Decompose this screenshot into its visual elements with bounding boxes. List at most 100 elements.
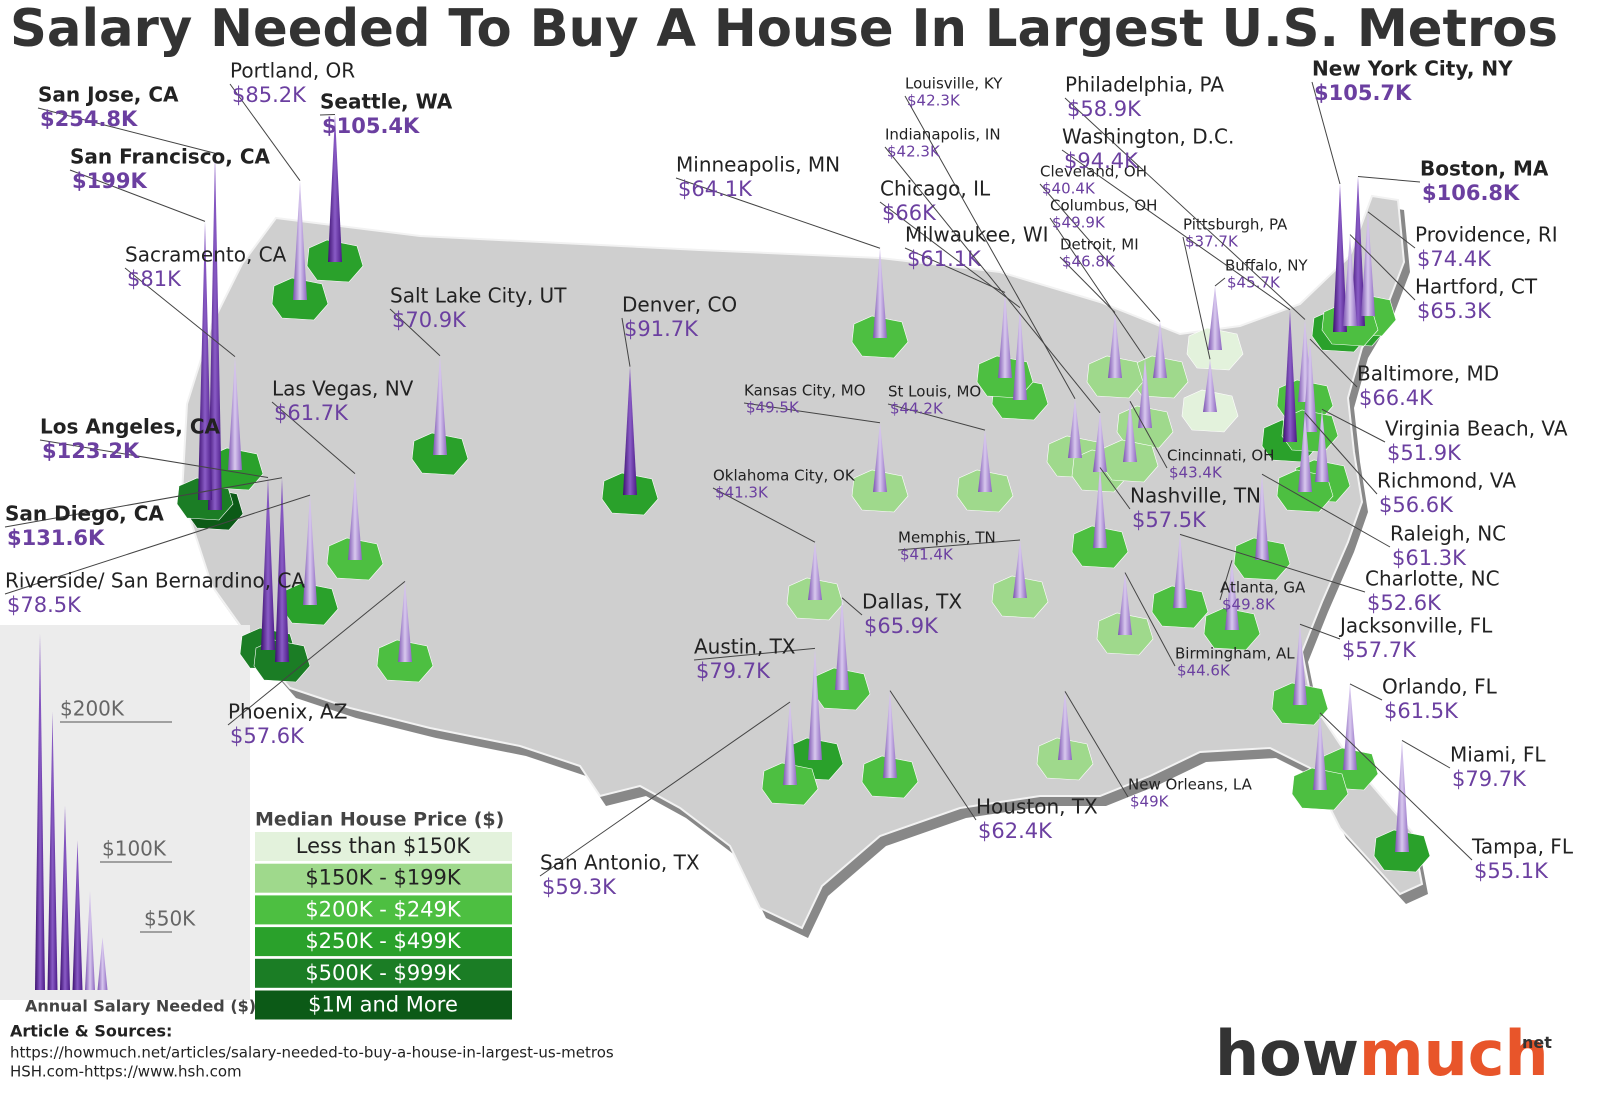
metro-salary: $58.9K [1067,97,1142,121]
salary-spike [1013,540,1027,598]
metro-name: Birmingham, AL [1175,645,1295,663]
metro-name: Kansas City, MO [744,382,866,400]
salary-spike [208,153,222,510]
leader-line [4,494,311,595]
metro-label: San Antonio, TX$59.3K [540,851,700,900]
scale-spike [47,711,58,990]
metro-salary: $254.8K [40,107,138,131]
legend-swatch [255,927,512,957]
metro-label: Buffalo, NY$45.7K [1225,257,1308,292]
metro-name: Pittsburgh, PA [1183,216,1288,234]
salary-spike [198,221,212,500]
salary-spike [398,581,412,662]
salary-spike [303,495,317,605]
leader-line [1064,691,1129,798]
metro-label: Minneapolis, MN$64.1K [676,153,840,202]
leader-line [389,308,441,357]
leader-line [539,701,791,877]
legend-label: $150K - $199K [305,866,462,890]
legend-swatch [255,990,512,1020]
salary-spike [1343,234,1357,326]
metro-name: Richmond, VA [1377,469,1516,493]
leader-line [1039,183,1161,322]
metro-name: Denver, CO [622,293,737,317]
metro-salary: $42.3K [907,92,961,110]
metro-label: Seattle, WA$105.4K [320,90,453,139]
metro-name: San Francisco, CA [70,145,271,169]
leader-line [887,403,986,431]
metro-label: Sacramento, CA$81K [125,243,287,292]
leader-line [1261,473,1391,548]
metro-salary: $61.1K [907,247,982,271]
metro-label: Riverside/ San Bernardino, CA$78.5K [5,569,305,618]
metro-salary: $42.3K [887,143,941,161]
metro-name: Phoenix, AZ [228,700,347,724]
metro-name: Virginia Beach, VA [1385,417,1568,441]
leader-line [39,439,269,479]
salary-spike [835,597,849,690]
leader-line [1304,412,1378,495]
metro-name: New Orleans, LA [1128,776,1253,794]
leader-line [4,477,283,528]
metro-name: Portland, OR [230,59,355,83]
legend-label: $200K - $249K [305,897,462,921]
metro-name: San Jose, CA [38,83,179,107]
metro-salary: $61.5K [1384,699,1459,723]
metro-label: Denver, CO$91.7K [622,293,737,342]
metro-salary: $49.8K [1222,596,1276,614]
leader-line [1182,236,1211,360]
sources-hsh: HSH.com-https://www.hsh.com [10,1063,242,1081]
metro-name: St Louis, MO [888,383,981,401]
labels: San Jose, CA$254.8K San Francisco, CA$199… [4,57,1574,900]
metro-salary: $65.3K [1417,299,1492,323]
salary-spike [1255,474,1269,560]
salary-spike [808,542,822,600]
metro-label: Hartford, CT$65.3K [1415,275,1538,324]
metro-name: Baltimore, MD [1357,362,1499,386]
metro-salary: $199K [72,169,147,193]
leader-line [319,113,336,116]
leader-line [1214,277,1226,287]
metro-label: Houston, TX$62.4K [976,795,1098,844]
leader-line [1099,467,1131,510]
metro-label: Memphis, TN$41.4K [898,529,996,564]
metro-name: Las Vegas, NV [272,377,414,401]
metro-salary: $44.2K [890,400,944,418]
leader-line [1321,408,1386,443]
scale-tick-label: $100K [102,837,167,861]
metro-label: Oklahoma City, OK$41.3K [713,467,856,502]
metro-label: Columbus, OH$49.9K [1050,197,1157,232]
metro-name: Milwaukee, WI [905,223,1049,247]
salary-spike [783,701,797,785]
metro-name: Louisville, KY [905,75,1003,93]
leader-line [1299,623,1341,640]
leader-line [37,107,216,154]
salary-spike [1013,307,1027,400]
legend-label: $250K - $499K [305,929,462,953]
metro-salary: $79.7K [696,659,771,683]
sources-url: https://howmuch.net/articles/salary-need… [10,1044,614,1062]
salary-spike [328,114,342,262]
leader-line [1367,211,1416,249]
leader-line [1309,338,1358,388]
metro-name: Columbus, OH [1050,197,1157,215]
metro-salary: $40.4K [1042,180,1096,198]
leader-line [897,539,1021,551]
salary-spike [1293,624,1307,705]
metro-salary: $94.4K [1064,149,1139,173]
metro-name: Salt Lake City, UT [390,284,567,308]
salary-spike [1361,211,1375,316]
metro-salary: $46.8K [1062,253,1116,271]
metro-salary: $49K [1130,793,1170,811]
leader-line [1061,149,1291,311]
metro-name: Orlando, FL [1382,675,1498,699]
legend-swatch [255,863,512,893]
metro-label: Kansas City, MO$49.5K [744,382,866,417]
metro-label: New York City, NY$105.7K [1312,57,1513,106]
metro-salary: $62.4K [978,819,1053,843]
legend-title: Median House Price ($) [255,809,504,831]
metro-name: Boston, MA [1420,157,1549,181]
metro-label: Boston, MA$106.8K [1420,157,1549,206]
salary-spike [261,477,275,650]
